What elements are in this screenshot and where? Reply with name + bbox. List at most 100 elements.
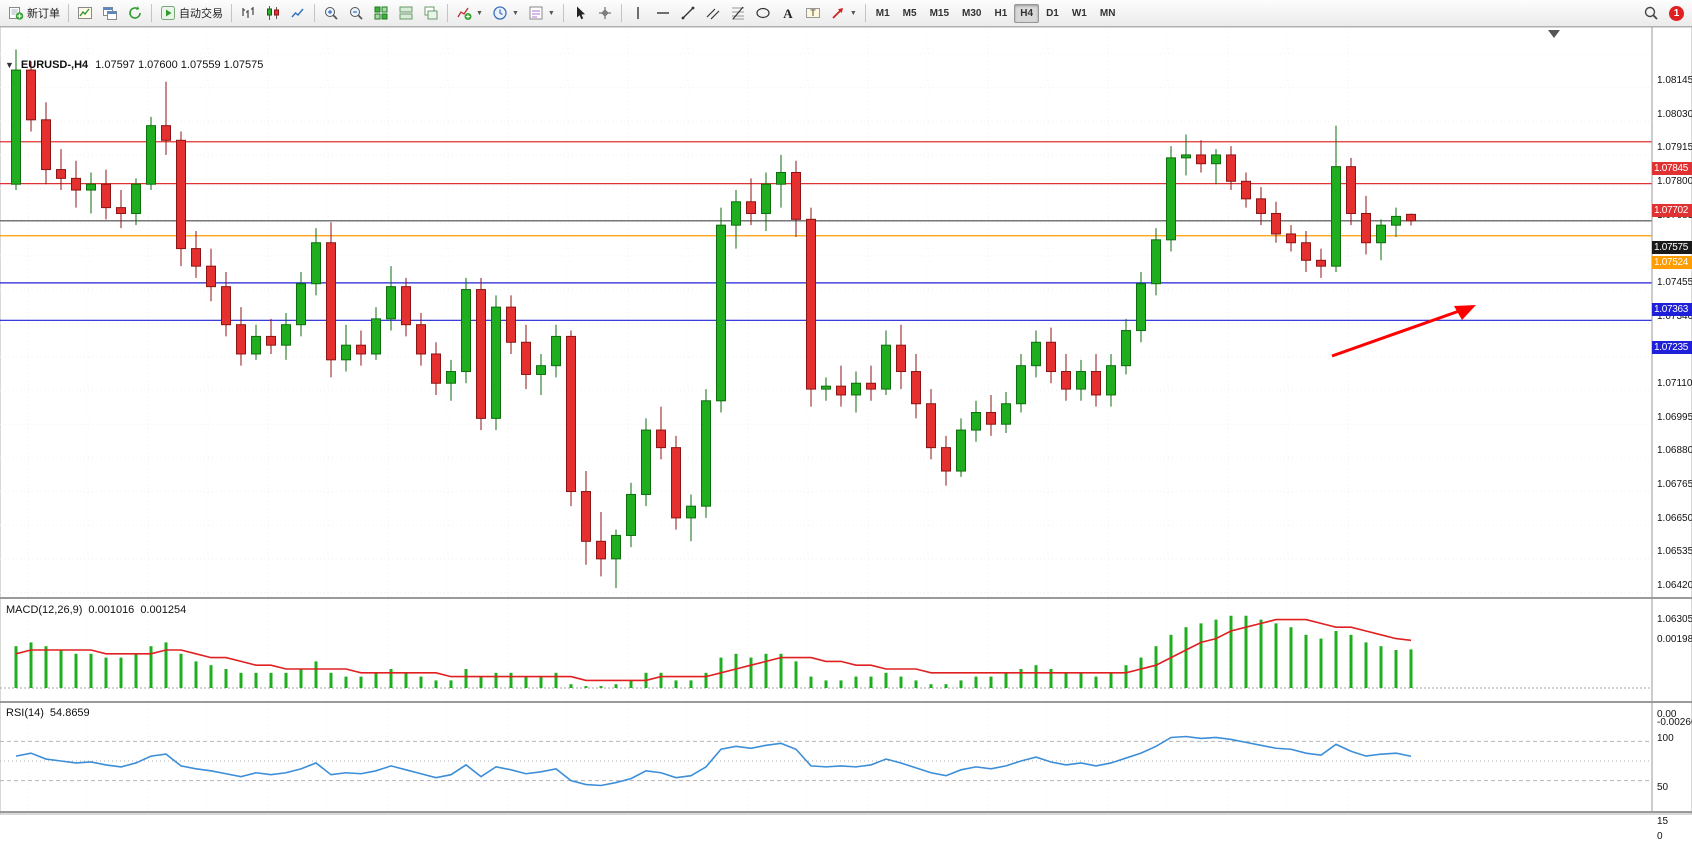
new-chart-button[interactable] bbox=[73, 2, 97, 24]
trendline-icon bbox=[681, 6, 695, 20]
zoom-out-button[interactable] bbox=[344, 2, 368, 24]
symbol-period-label: EURUSD-,H4 bbox=[20, 59, 89, 71]
price-badge-support: 1.07363 bbox=[1652, 303, 1692, 317]
indicators-button[interactable]: ▼ bbox=[452, 2, 487, 24]
price-scale-label: 1.06995 bbox=[1657, 411, 1692, 423]
search-button[interactable] bbox=[1639, 2, 1663, 24]
new-chart-icon bbox=[78, 7, 92, 19]
chart-canvas[interactable] bbox=[0, 27, 1692, 841]
price-badge-resistance: 1.07845 bbox=[1652, 162, 1692, 176]
svg-text:A: A bbox=[783, 6, 793, 21]
periods-icon bbox=[493, 6, 507, 20]
rsi-scale-label: 50 bbox=[1657, 782, 1669, 793]
timeframe-button-M30[interactable]: M30 bbox=[962, 7, 982, 19]
crosshair-button[interactable] bbox=[593, 2, 617, 24]
toolbar-separator bbox=[447, 4, 448, 22]
fibonacci-button[interactable] bbox=[726, 2, 750, 24]
one-click-trading-toggle[interactable]: ▼ bbox=[5, 60, 14, 70]
trend-arrow-annotation[interactable] bbox=[1331, 305, 1476, 358]
candlestick-series bbox=[11, 49, 1416, 589]
macd-main-value: 0.001016 bbox=[88, 604, 135, 616]
autotrading-label: 自动交易 bbox=[179, 8, 223, 20]
chart-header: ▼ EURUSD-,H4 1.07597 1.07600 1.07559 1.0… bbox=[5, 59, 263, 71]
cursor-button[interactable] bbox=[568, 2, 592, 24]
rsi-value: 54.8659 bbox=[49, 707, 90, 719]
arrows-icon bbox=[832, 8, 843, 19]
macd-scale-label: 0.001986 bbox=[1657, 633, 1692, 645]
chevron-down-icon: ▼ bbox=[547, 9, 555, 17]
zoom-in-button[interactable] bbox=[319, 2, 343, 24]
profiles-icon bbox=[103, 7, 117, 20]
timeframe-button-M5[interactable]: M5 bbox=[902, 7, 917, 19]
refresh-icon bbox=[129, 6, 141, 19]
price-scale-label: 1.06305 bbox=[1657, 613, 1692, 625]
cascade-button[interactable] bbox=[419, 2, 443, 24]
price-scale-label: 1.08145 bbox=[1657, 74, 1692, 86]
chart-candlesticks-icon bbox=[267, 6, 279, 20]
chart-line-icon bbox=[291, 8, 304, 18]
rsi-scale-label: 100 bbox=[1657, 733, 1674, 744]
price-scale-label: 1.07455 bbox=[1657, 276, 1692, 288]
timeframe-button-H1[interactable]: H1 bbox=[994, 7, 1008, 19]
tile-windows-icon bbox=[374, 6, 388, 20]
price-scale-label: 1.07915 bbox=[1657, 142, 1692, 154]
timeframe-button-W1[interactable]: W1 bbox=[1071, 7, 1087, 19]
shapes-icon bbox=[756, 7, 770, 19]
new-order-button[interactable]: 新订单 bbox=[4, 2, 64, 24]
notifications-badge[interactable]: 1 bbox=[1669, 5, 1684, 21]
chart-bars-button[interactable] bbox=[236, 2, 260, 24]
arrows-button[interactable]: ▼ bbox=[826, 2, 861, 24]
zoom-in-icon bbox=[325, 7, 338, 20]
toolbar-separator bbox=[231, 4, 232, 22]
price-badge-bid: 1.07575 bbox=[1652, 241, 1692, 255]
chevron-down-icon: ▼ bbox=[849, 9, 857, 17]
chart-candlesticks-button[interactable] bbox=[261, 2, 285, 24]
ohlc-values: 1.07597 1.07600 1.07559 1.07575 bbox=[95, 59, 264, 71]
periods-button[interactable]: ▼ bbox=[488, 2, 523, 24]
toolbar: 新订单 自动交易 ▼ ▼ ▼ A T ▼ M1 M5 M15 M30 H1 H4 D1 W1 MN 1 bbox=[0, 0, 1692, 27]
rsi-scale-label: 0 bbox=[1657, 831, 1663, 841]
autotrading-button[interactable]: 自动交易 bbox=[156, 2, 227, 24]
vertical-line-button[interactable] bbox=[626, 2, 650, 24]
equidistant-channel-button[interactable] bbox=[701, 2, 725, 24]
horizontal-line-button[interactable] bbox=[651, 2, 675, 24]
chart-bars-icon bbox=[242, 7, 254, 18]
macd-indicator-name: MACD(12,26,9) bbox=[6, 604, 83, 616]
equidistant-channel-icon bbox=[706, 8, 720, 20]
chevron-down-icon: ▼ bbox=[476, 9, 483, 17]
templates-button[interactable]: ▼ bbox=[524, 2, 559, 24]
rsi-indicator bbox=[0, 735, 1652, 787]
price-scale-label: 1.07110 bbox=[1657, 377, 1692, 389]
auto-arrange-icon bbox=[399, 6, 413, 20]
refresh-button[interactable] bbox=[123, 2, 147, 24]
price-badge-resistance: 1.07702 bbox=[1652, 204, 1692, 218]
svg-text:T: T bbox=[810, 8, 816, 18]
tile-windows-button[interactable] bbox=[369, 2, 393, 24]
notification-count: 1 bbox=[1673, 7, 1680, 19]
toolbar-separator bbox=[620, 4, 622, 22]
timeframe-button-M1[interactable]: M1 bbox=[875, 7, 890, 19]
macd-signal-value: 0.001254 bbox=[140, 604, 187, 616]
timeframe-button-M15[interactable]: M15 bbox=[929, 7, 950, 19]
macd-scale-label: -0.00266 bbox=[1657, 717, 1692, 728]
trendline-button[interactable] bbox=[676, 2, 700, 24]
horizontal-line-icon bbox=[656, 12, 669, 14]
chart-shift-marker[interactable] bbox=[1548, 30, 1560, 38]
shapes-button[interactable] bbox=[751, 2, 775, 24]
text-label-button[interactable]: T bbox=[801, 2, 825, 24]
chart-window: ▼ EURUSD-,H4 1.07597 1.07600 1.07559 1.0… bbox=[0, 27, 1692, 841]
toolbar-separator bbox=[864, 4, 866, 22]
auto-arrange-button[interactable] bbox=[394, 2, 418, 24]
search-icon bbox=[1644, 6, 1658, 20]
price-scale-label: 1.06880 bbox=[1657, 445, 1692, 457]
timeframe-button-H4[interactable]: H4 bbox=[1014, 3, 1040, 23]
rsi-indicator-name: RSI(14) bbox=[6, 707, 44, 719]
price-scale-label: 1.06420 bbox=[1657, 579, 1692, 591]
profiles-button[interactable] bbox=[98, 2, 122, 24]
text-button[interactable]: A bbox=[776, 2, 800, 24]
macd-indicator bbox=[0, 615, 1652, 689]
timeframe-button-D1[interactable]: D1 bbox=[1046, 7, 1059, 19]
timeframe-button-MN[interactable]: MN bbox=[1099, 7, 1116, 19]
chart-line-button[interactable] bbox=[286, 2, 310, 24]
zoom-out-icon bbox=[350, 7, 363, 20]
